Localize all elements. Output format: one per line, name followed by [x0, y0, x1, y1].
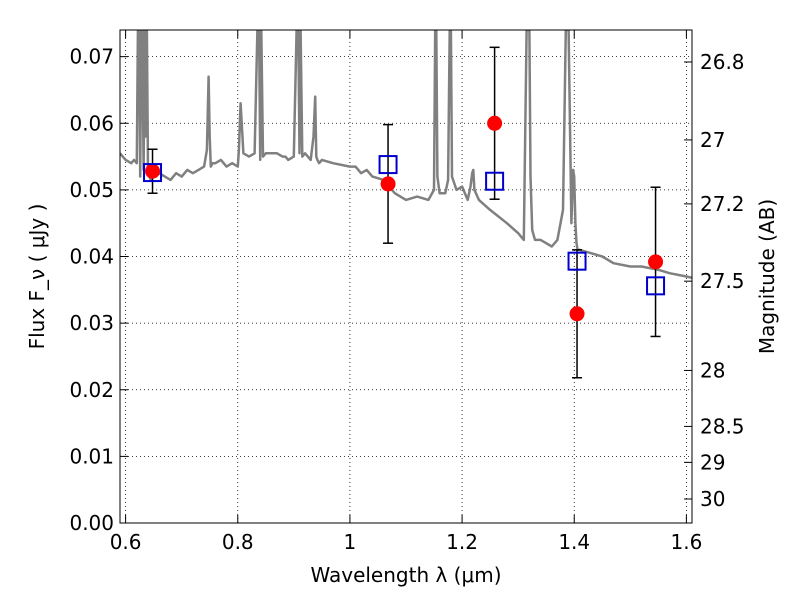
observed-point — [380, 176, 396, 192]
observed-point — [487, 115, 503, 131]
y-axis-label: Flux F_ν ( μJy ) — [25, 204, 49, 350]
right-tick-label: 26.8 — [700, 50, 745, 74]
model-spectrum-line — [120, 30, 692, 280]
y-tick-label: 0.07 — [69, 45, 114, 69]
x-tick-label: 0.6 — [110, 530, 142, 554]
right-axis-label: Magnitude (AB) — [755, 199, 779, 354]
x-tick-label: 0.8 — [222, 530, 254, 554]
right-tick-label: 27.5 — [700, 269, 745, 293]
model-photometry-point — [485, 171, 505, 191]
y-tick-label: 0.06 — [69, 111, 114, 135]
model-photometry-points — [143, 155, 666, 296]
y-tick-label: 0.05 — [69, 178, 114, 202]
model-photometry-point — [646, 276, 666, 296]
axis-ticks — [120, 30, 692, 524]
plot-frame — [119, 29, 693, 524]
x-tick-label: 1.6 — [670, 530, 702, 554]
observed-points — [145, 115, 664, 322]
right-tick-label: 27 — [700, 128, 725, 152]
y-tick-label: 0.02 — [69, 378, 114, 402]
model-photometry-point — [143, 163, 163, 183]
x-tick-label: 1 — [344, 530, 357, 554]
tick-labels: 0.6 0.8 1 1.2 1.4 1.6 0.00 0.01 0.02 0.03 0.04 0.05… — [69, 45, 744, 554]
y-tick-label: 0.03 — [69, 311, 114, 335]
right-tick-label: 28.5 — [700, 414, 745, 438]
observed-point — [648, 254, 664, 270]
right-tick-label: 28 — [700, 358, 725, 382]
y-tick-label: 0.01 — [69, 444, 114, 468]
y-tick-label: 0.04 — [69, 245, 114, 269]
observed-point — [145, 163, 161, 179]
y-tick-label: 0.00 — [69, 511, 114, 535]
observed-point — [569, 306, 585, 322]
right-tick-label: 29 — [700, 450, 725, 474]
x-tick-label: 1.4 — [558, 530, 590, 554]
model-spectrum-layer — [120, 30, 692, 280]
model-photometry-point — [378, 155, 398, 175]
x-axis-label: Wavelength λ (μm) — [310, 563, 501, 587]
right-tick-label: 27.2 — [700, 192, 745, 216]
right-tick-label: 30 — [700, 487, 725, 511]
model-photometry-point — [567, 251, 587, 271]
x-tick-label: 1.2 — [446, 530, 478, 554]
